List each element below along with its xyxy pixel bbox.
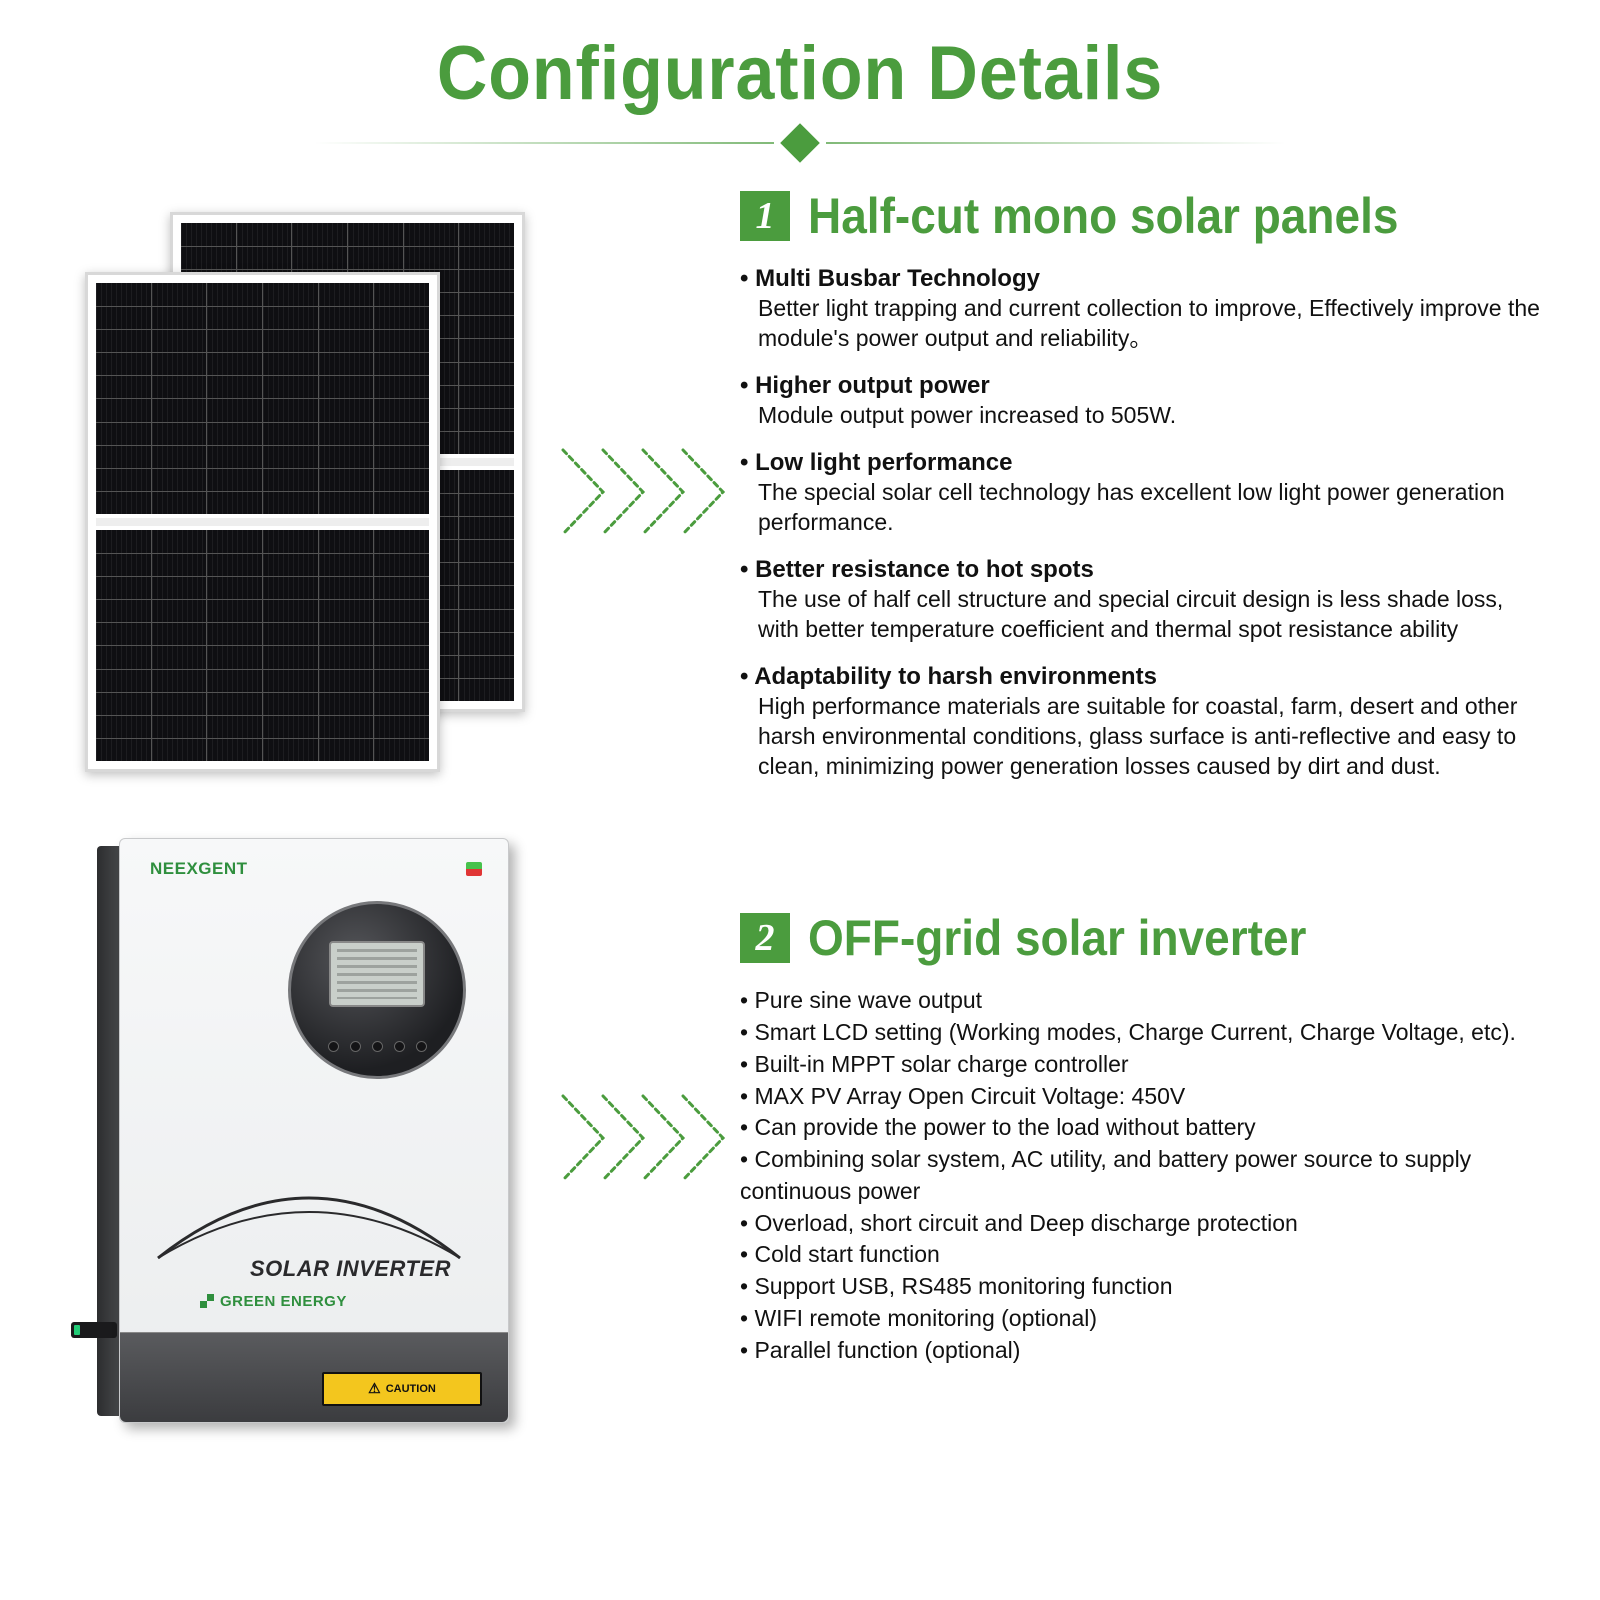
inverter-dial-buttons <box>291 1041 463 1052</box>
section-1-content: 1 Half-cut mono solar panels Multi Busba… <box>730 187 1540 798</box>
section-number-badge: 2 <box>740 913 790 963</box>
inverter-arc-icon <box>154 1174 464 1262</box>
inverter-indicator-icon <box>466 862 482 876</box>
feature-item: Higher output power Module output power … <box>740 370 1540 431</box>
feature-desc: The use of half cell structure and speci… <box>740 585 1540 645</box>
list-item: Combining solar system, AC utility, and … <box>740 1144 1540 1207</box>
list-item: Pure sine wave output <box>740 985 1540 1017</box>
section-1-title: Half-cut mono solar panels <box>808 187 1398 245</box>
inverter-bullet-list: Pure sine wave output Smart LCD setting … <box>740 985 1540 1366</box>
list-item: Overload, short circuit and Deep dischar… <box>740 1208 1540 1240</box>
page-title: Configuration Details <box>119 30 1481 117</box>
feature-item: Better resistance to hot spots The use o… <box>740 554 1540 645</box>
list-item: Can provide the power to the load withou… <box>740 1112 1540 1144</box>
inverter-dial-icon <box>288 901 466 1079</box>
panel-cell-grid <box>96 530 429 761</box>
section-2-title: OFF-grid solar inverter <box>808 909 1306 967</box>
feature-heading: Higher output power <box>740 370 1540 401</box>
feature-heading: Better resistance to hot spots <box>740 554 1540 585</box>
inverter-lcd-icon <box>329 941 425 1007</box>
list-item: Support USB, RS485 monitoring function <box>740 1271 1540 1303</box>
feature-heading: Adaptability to harsh environments <box>740 661 1540 692</box>
divider-diamond-icon <box>780 123 820 163</box>
panel-cell-grid <box>96 283 429 514</box>
feature-item: Adaptability to harsh environments High … <box>740 661 1540 782</box>
inverter-body: NEEXGENT SOLAR INVERTER GREEN ENERGY CAU… <box>119 838 509 1423</box>
list-item: Cold start function <box>740 1239 1540 1271</box>
divider-line-right <box>826 142 1286 144</box>
inverter-base: CAUTION <box>120 1332 508 1422</box>
feature-desc: Module output power increased to 505W. <box>740 401 1540 431</box>
arrows-icon <box>550 1078 730 1198</box>
feature-item: Multi Busbar Technology Better light tra… <box>740 263 1540 354</box>
title-divider <box>60 129 1540 157</box>
solar-panels-illustration <box>60 212 550 772</box>
list-item: Parallel function (optional) <box>740 1335 1540 1367</box>
inverter-brand-label: NEEXGENT <box>150 859 248 879</box>
inverter-illustration: NEEXGENT SOLAR INVERTER GREEN ENERGY CAU… <box>60 838 550 1438</box>
section-number-badge: 1 <box>740 191 790 241</box>
feature-heading: Multi Busbar Technology <box>740 263 1540 294</box>
green-energy-icon <box>200 1294 214 1308</box>
list-item: MAX PV Array Open Circuit Voltage: 450V <box>740 1081 1540 1113</box>
section-2-content: 2 OFF-grid solar inverter Pure sine wave… <box>730 909 1540 1366</box>
inverter-product-label: SOLAR INVERTER <box>250 1256 451 1282</box>
list-item: Built-in MPPT solar charge controller <box>740 1049 1540 1081</box>
feature-desc: The special solar cell technology has ex… <box>740 478 1540 538</box>
list-item: WIFI remote monitoring (optional) <box>740 1303 1540 1335</box>
inverter-sub-label: GREEN ENERGY <box>200 1293 347 1310</box>
feature-item: Low light performance The special solar … <box>740 447 1540 538</box>
feature-heading: Low light performance <box>740 447 1540 478</box>
inverter-dongle-icon <box>71 1322 117 1338</box>
section-inverter: NEEXGENT SOLAR INVERTER GREEN ENERGY CAU… <box>60 838 1540 1438</box>
feature-desc: High performance materials are suitable … <box>740 692 1540 782</box>
caution-label-icon: CAUTION <box>322 1372 482 1406</box>
section-solar-panels: 1 Half-cut mono solar panels Multi Busba… <box>60 187 1540 798</box>
list-item: Smart LCD setting (Working modes, Charge… <box>740 1017 1540 1049</box>
feature-desc: Better light trapping and current collec… <box>740 294 1540 354</box>
arrows-icon <box>550 432 730 552</box>
solar-panel-icon <box>85 272 440 772</box>
divider-line-left <box>314 142 774 144</box>
